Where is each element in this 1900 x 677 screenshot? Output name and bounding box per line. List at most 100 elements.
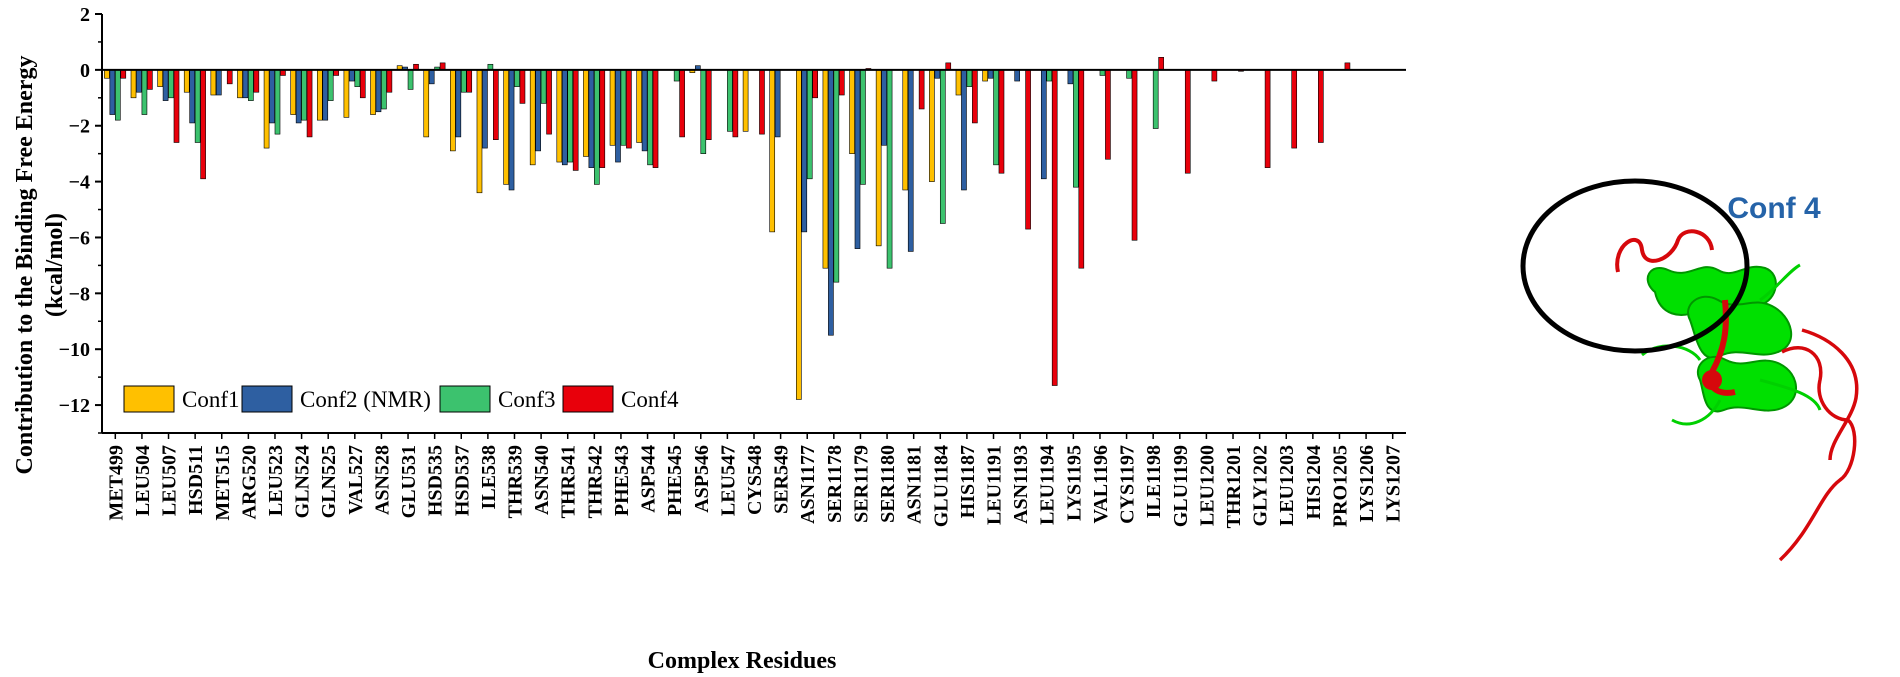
x-tick-label: THR542: [584, 445, 606, 518]
x-tick-label: ILE1198: [1143, 445, 1165, 518]
legend-label: Conf1: [182, 387, 240, 412]
x-tick-label: GLN524: [292, 445, 314, 518]
x-tick-label: ASP546: [691, 445, 713, 513]
protein-structure-inset: Conf 4: [1520, 178, 1859, 562]
bar-val1196-conf4: [1105, 69, 1111, 160]
bar-hsd535-conf4: [439, 62, 446, 71]
bar-met499-conf3: [115, 69, 121, 121]
x-tick-label: LYS1206: [1356, 445, 1378, 522]
bar-ile1198-conf3: [1152, 69, 1159, 129]
x-tick-label: HSD535: [425, 445, 447, 516]
bar-gln525-conf3: [327, 69, 334, 101]
bar-val527-conf2-nmr-: [349, 69, 355, 82]
bar-ile1198-conf4: [1158, 56, 1164, 71]
bar-ser1179-conf3: [860, 69, 866, 185]
bar-hsd535-conf2-nmr-: [428, 69, 435, 85]
bar-hsd535-conf1: [423, 69, 430, 138]
legend-label: Conf2 (NMR): [300, 387, 431, 412]
x-tick-label: GLU1184: [930, 445, 952, 527]
legend-swatch: [439, 385, 491, 413]
bar-asp544-conf1: [636, 69, 642, 143]
bar-gln525-conf1: [316, 69, 323, 121]
x-tick-label: ASN1181: [904, 445, 926, 524]
x-tick-label: SER1180: [877, 445, 899, 523]
bar-ser1179-conf2-nmr-: [854, 69, 861, 249]
legend-swatch: [123, 385, 175, 413]
bar-his1187-conf1: [955, 69, 962, 96]
bar-asp546-conf3: [700, 69, 707, 154]
bar-thr542-conf1: [583, 69, 589, 157]
x-tick-label: LEU523: [265, 445, 287, 516]
bar-phe545-conf3: [673, 69, 680, 82]
bar-met499-conf4: [120, 69, 127, 79]
bar-thr541-conf3: [567, 69, 574, 163]
x-tick-label: THR539: [505, 445, 527, 518]
bar-ile538-conf2-nmr-: [482, 69, 488, 149]
bar-thr541-conf4: [572, 69, 579, 171]
bar-thr539-conf2-nmr-: [508, 69, 515, 191]
bar-asp544-conf4: [652, 69, 659, 168]
x-tick-label: LEU507: [159, 445, 181, 516]
bar-thr539-conf4: [519, 69, 526, 104]
bar-hsd537-conf2-nmr-: [455, 69, 462, 138]
bar-gln524-conf3: [301, 69, 307, 121]
x-tick-label: ASN540: [531, 445, 553, 515]
bar-leu1203-conf4: [1291, 69, 1298, 149]
bar-leu547-conf3: [727, 69, 733, 132]
bar-hsd537-conf4: [466, 69, 473, 93]
x-tick-label: ASN1193: [1010, 445, 1032, 524]
bar-met499-conf2-nmr-: [109, 69, 116, 115]
bar-gly1202-conf4: [1264, 69, 1271, 168]
x-tick-label: LEU1200: [1196, 445, 1218, 526]
x-tick-label: GLU531: [398, 445, 420, 518]
bar-asn1177-conf2-nmr-: [801, 69, 808, 233]
bar-thr539-conf3: [514, 69, 520, 87]
bar-leu1191-conf1: [982, 69, 988, 82]
plot-area: [104, 56, 1351, 400]
bar-hsd511-conf1: [183, 69, 190, 93]
legend-label: Conf4: [621, 387, 679, 412]
bar-asn528-conf3: [381, 69, 387, 110]
bar-gln524-conf1: [290, 69, 296, 115]
bar-leu1191-conf2-nmr-: [987, 69, 994, 79]
y-tick-label: −2: [69, 116, 90, 138]
bar-asn528-conf2-nmr-: [375, 69, 382, 113]
x-tick-label: ILE538: [478, 445, 500, 509]
bar-gln524-conf4: [306, 69, 313, 138]
bar-leu523-conf1: [263, 69, 270, 149]
x-tick-label: LEU1191: [984, 445, 1006, 525]
bar-asp544-conf3: [647, 69, 653, 166]
y-tick-label: −10: [59, 339, 90, 361]
bar-asn540-conf2-nmr-: [535, 69, 541, 152]
bar-leu507-conf1: [157, 69, 163, 87]
x-tick-label: LYS1195: [1063, 445, 1085, 521]
bar-asn540-conf1: [529, 69, 536, 166]
bar-ser1178-conf3: [833, 69, 840, 283]
bar-phe543-conf1: [609, 69, 616, 146]
bar-hsd537-conf1: [450, 69, 456, 152]
bar-ser1178-conf1: [822, 69, 829, 269]
bar-hsd511-conf3: [194, 69, 201, 143]
bar-his1187-conf3: [966, 69, 973, 87]
bar-leu504-conf2-nmr-: [136, 69, 142, 93]
bar-his1204-conf4: [1318, 69, 1324, 143]
bar-phe543-conf4: [626, 69, 632, 149]
bar-leu523-conf2-nmr-: [269, 69, 275, 124]
x-tick-label: HIS1187: [957, 445, 979, 518]
bar-phe543-conf3: [620, 69, 627, 146]
x-tick-label: LEU547: [717, 445, 739, 516]
bar-cys1197-conf3: [1126, 69, 1132, 79]
bar-leu523-conf3: [274, 69, 281, 135]
bar-asn1181-conf2-nmr-: [907, 69, 914, 252]
bar-asp544-conf2-nmr-: [641, 69, 648, 152]
axes: 2 0 −2 −4 −6 −8 −10 −12 MET499 LEU504 LEU507 HSD511…: [59, 4, 1406, 528]
bar-asn1193-conf2-nmr-: [1014, 69, 1020, 82]
bar-val527-conf1: [343, 69, 350, 118]
x-tick-label: THR1201: [1223, 445, 1245, 528]
bar-arg520-conf4: [253, 69, 260, 93]
x-axis-title: Complex Residues: [648, 648, 837, 674]
bar-arg520-conf3: [248, 69, 254, 101]
x-tick-label: MET515: [212, 445, 234, 521]
x-tick-label: THR541: [558, 445, 580, 518]
bar-cys548-conf1: [742, 69, 749, 132]
